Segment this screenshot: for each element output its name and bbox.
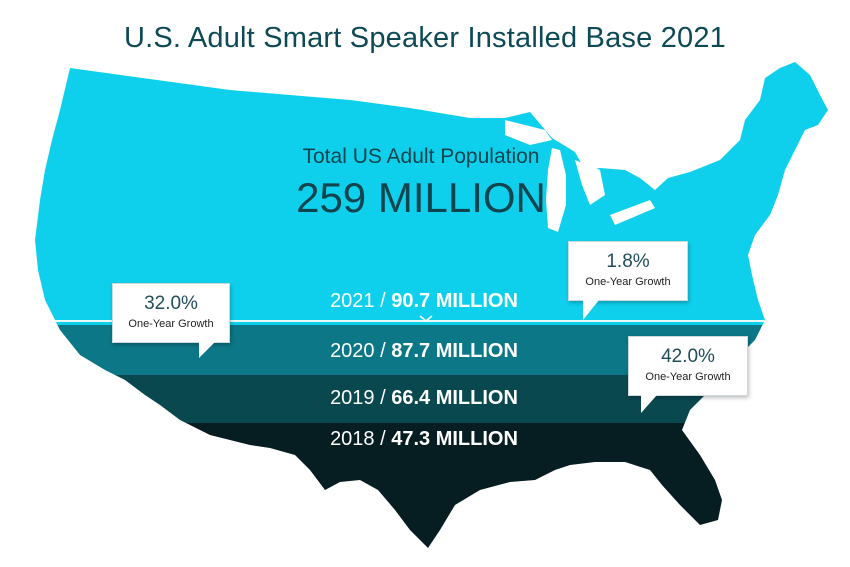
population-value: 259 MILLION [296, 174, 546, 221]
band-2021-edge [35, 320, 828, 322]
lake-superior [505, 120, 552, 145]
growth-label: One-Year Growth [128, 318, 214, 330]
lake-huron [575, 160, 605, 205]
growth-label: One-Year Growth [585, 276, 671, 288]
lake-michigan [546, 148, 566, 232]
population-label: Total US Adult Population [303, 145, 540, 168]
callout-tail [641, 395, 657, 413]
growth-pct: 1.8% [606, 251, 650, 272]
growth-callout-32: 32.0% One-Year Growth [112, 283, 230, 358]
callout-tail [583, 300, 599, 320]
band-label-2018: 2018 / 47.3 MILLION [330, 428, 518, 450]
chevron-down-icon [419, 315, 433, 322]
callout-tail [199, 342, 215, 358]
band-label-2019: 2019 / 66.4 MILLION [330, 387, 518, 409]
band-label-2021: 2021 / 90.7 MILLION [330, 290, 518, 312]
chart-title: U.S. Adult Smart Speaker Installed Base … [123, 22, 727, 54]
growth-callout-42: 42.0% One-Year Growth [628, 336, 748, 413]
growth-callout-1-8: 1.8% One-Year Growth [568, 241, 688, 320]
growth-label: One-Year Growth [645, 371, 731, 383]
growth-pct: 42.0% [661, 346, 715, 367]
band-label-2020: 2020 / 87.7 MILLION [330, 340, 518, 362]
growth-pct: 32.0% [144, 293, 198, 314]
lake-erie [610, 200, 655, 225]
